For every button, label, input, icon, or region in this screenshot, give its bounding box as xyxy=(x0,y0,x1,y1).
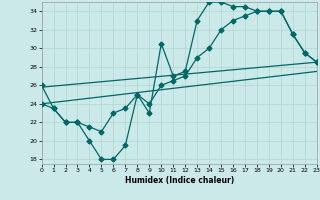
X-axis label: Humidex (Indice chaleur): Humidex (Indice chaleur) xyxy=(124,176,234,185)
